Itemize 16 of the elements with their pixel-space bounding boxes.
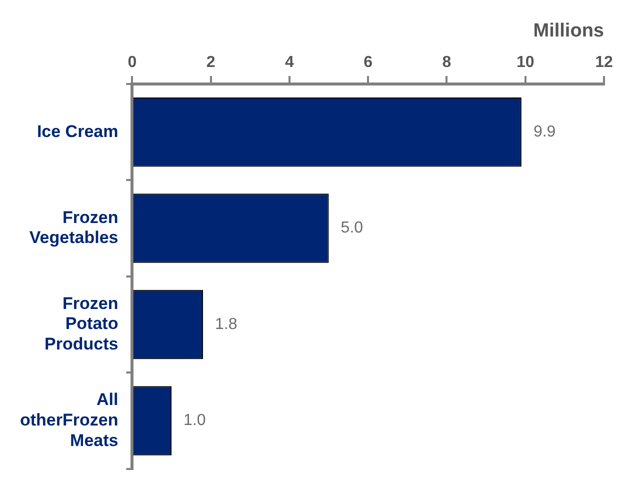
y-tick-label: Frozen Potato Products [44,294,118,354]
y-tick-label: Frozen Vegetables [29,208,118,248]
x-tick-label: 4 [285,54,294,71]
x-tick-label: 10 [516,54,534,71]
x-axis-title: Millions [533,20,604,42]
x-tick-label: 6 [364,54,373,71]
x-tick-label: 0 [128,54,137,71]
data-label: 5.0 [340,220,364,237]
data-label: 1.8 [214,316,238,333]
x-tick-label: 8 [442,54,452,71]
y-tick-label: All otherFrozen Meats [20,390,118,450]
x-tick-label: 12 [595,54,613,71]
data-label: 9.9 [533,124,556,141]
y-tick-label: Ice Cream [36,122,118,141]
data-label: 1.0 [184,412,206,430]
x-tick-label: 2 [206,54,216,71]
